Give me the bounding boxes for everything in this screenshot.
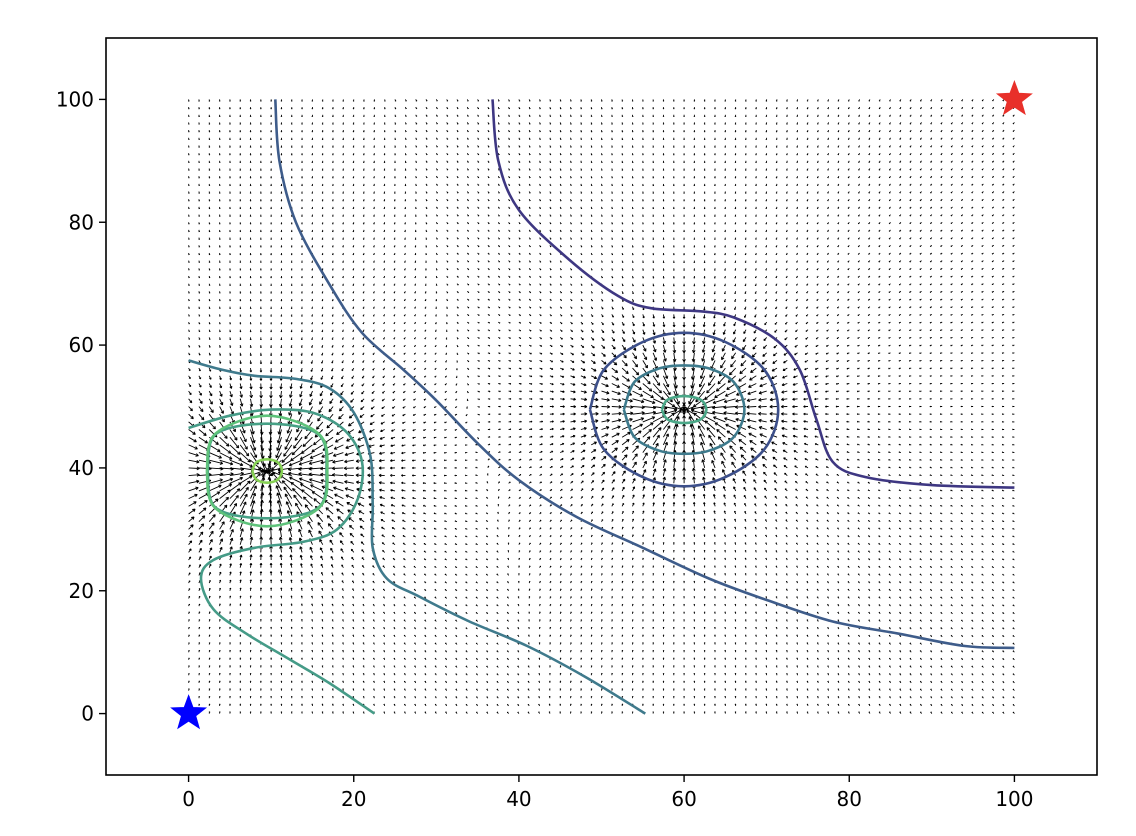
- y-tick-label: 60: [69, 333, 94, 357]
- axis-ticks: 0 20 40 60 80 100 0 20 40 60 80 100: [56, 87, 1034, 811]
- start-star-marker: [170, 694, 208, 730]
- contour-line-1: [491, 99, 1015, 489]
- x-tick-label: 0: [182, 787, 195, 811]
- y-tick-label: 40: [69, 456, 94, 480]
- plot-frame: [105, 37, 1098, 776]
- contour-line-10: [660, 394, 708, 425]
- contour-line-9: [622, 364, 746, 456]
- contour-line-2: [274, 99, 1015, 650]
- x-tick-label: 80: [837, 787, 862, 811]
- x-tick-label: 60: [671, 787, 696, 811]
- contour-line-3: [188, 359, 646, 715]
- markers: [170, 79, 1033, 730]
- contour-lines: [188, 99, 1015, 715]
- y-tick-label: 100: [56, 87, 94, 111]
- x-tick-label: 20: [341, 787, 366, 811]
- contour-line-6: [205, 414, 329, 528]
- y-tick-label: 20: [69, 579, 94, 603]
- contour-line-8: [588, 331, 780, 488]
- x-tick-label: 100: [995, 787, 1033, 811]
- contour-line-4: [188, 408, 376, 715]
- x-tick-label: 40: [506, 787, 531, 811]
- y-tick-label: 0: [81, 702, 94, 726]
- vector-field: [187, 99, 1015, 714]
- y-tick-label: 80: [69, 210, 94, 234]
- contour-line-7: [250, 457, 284, 485]
- quiver-arrows: [187, 99, 1015, 714]
- goal-star-marker: [995, 79, 1033, 116]
